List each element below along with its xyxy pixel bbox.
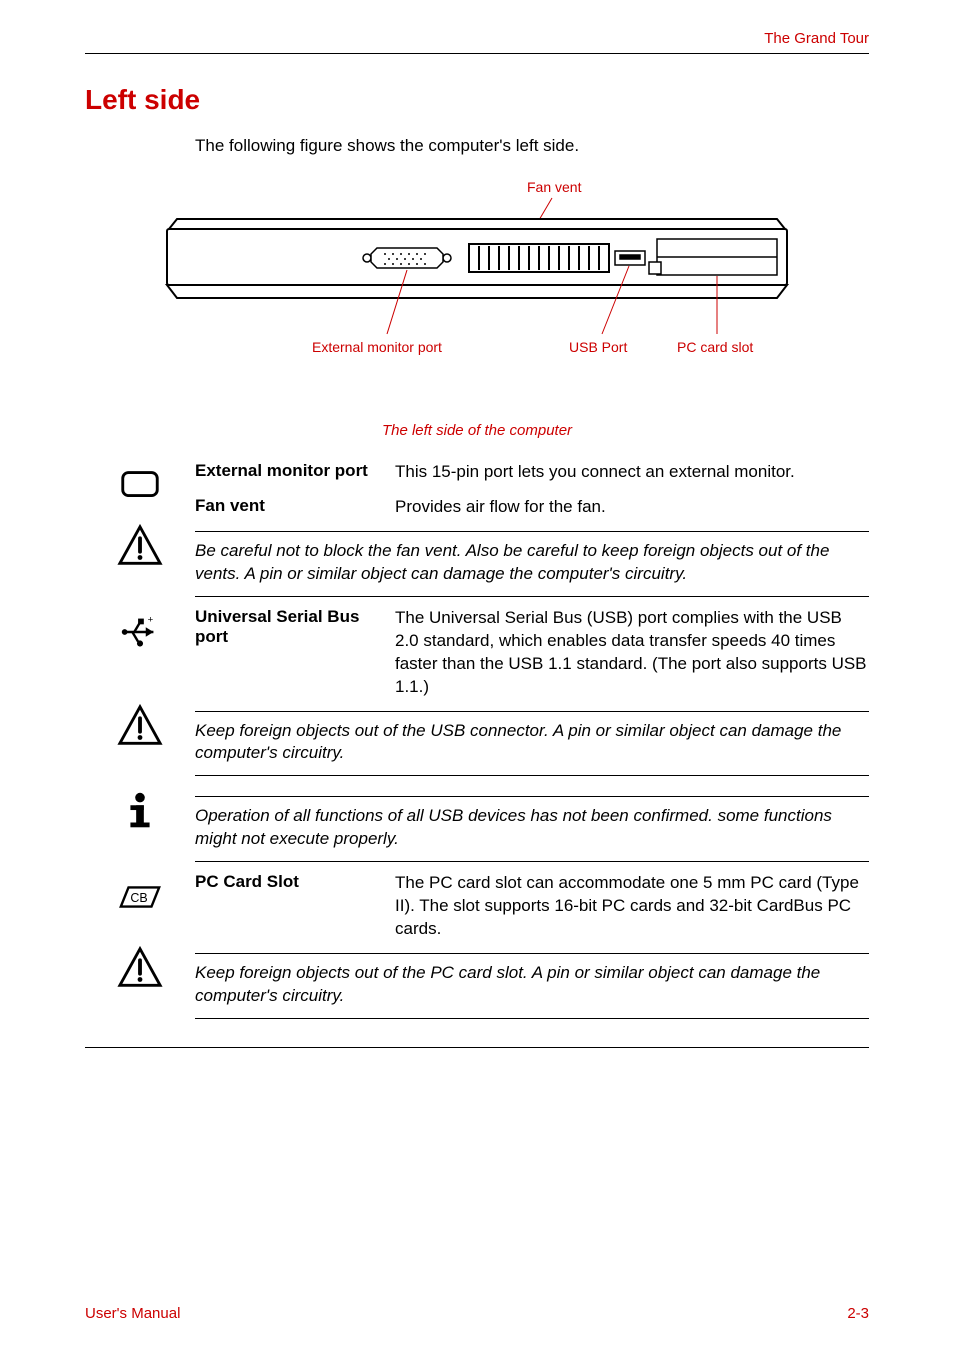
caution-icon [117,945,163,991]
note-pccard-caution: Keep foreign objects out of the PC card … [85,943,869,1027]
info-icon [117,788,163,834]
svg-text:CB: CB [130,891,147,905]
def-block-usb: + Universal Serial Bus port The Universa… [85,607,869,699]
def-desc-fan-vent: Provides air flow for the fan. [395,496,869,519]
diagram-label-usb: USB Port [569,339,627,355]
caution-icon [117,703,163,749]
def-block-monitor-fan: External monitor port This 15-pin port l… [85,461,869,519]
diagram-label-ext-monitor: External monitor port [312,339,442,355]
footer: User's Manual 2-3 [85,1299,869,1322]
note-fan-caution-text: Be careful not to block the fan vent. Al… [195,540,869,586]
page-title: Left side [85,84,869,116]
def-term-ext-monitor: External monitor port [195,461,395,484]
footer-right: 2-3 [847,1305,869,1322]
note-usb-info: Operation of all functions of all USB de… [85,786,869,870]
footer-rule [85,1047,869,1048]
cardbus-icon: CB [117,874,163,920]
usb-icon: + [117,609,163,655]
note-usb-caution: Keep foreign objects out of the USB conn… [85,701,869,785]
intro-text: The following figure shows the computer'… [195,136,869,156]
def-desc-ext-monitor: This 15-pin port lets you connect an ext… [395,461,869,484]
diagram-caption: The left side of the computer [85,422,869,439]
def-term-usb: Universal Serial Bus port [195,607,395,699]
header-rule [85,53,869,54]
note-pccard-caution-text: Keep foreign objects out of the PC card … [195,962,869,1008]
page: The Grand Tour Left side The following f… [0,0,954,1352]
diagram-label-pc-card: PC card slot [677,339,753,355]
def-desc-pccard: The PC card slot can accommodate one 5 m… [395,872,869,941]
def-desc-usb: The Universal Serial Bus (USB) port comp… [395,607,869,699]
breadcrumb: The Grand Tour [85,30,869,53]
def-block-pccard: CB PC Card Slot The PC card slot can acc… [85,872,869,941]
monitor-port-icon [117,463,163,509]
note-usb-info-text: Operation of all functions of all USB de… [195,805,869,851]
note-fan-caution: Be careful not to block the fan vent. Al… [85,521,869,605]
caution-icon [117,523,163,569]
def-term-pccard: PC Card Slot [195,872,395,941]
left-side-diagram: Fan vent [85,174,869,404]
diagram-label-fan-vent: Fan vent [527,179,582,195]
note-usb-caution-text: Keep foreign objects out of the USB conn… [195,720,869,766]
svg-text:+: + [148,614,154,625]
def-term-fan-vent: Fan vent [195,496,395,519]
footer-left: User's Manual [85,1305,180,1322]
